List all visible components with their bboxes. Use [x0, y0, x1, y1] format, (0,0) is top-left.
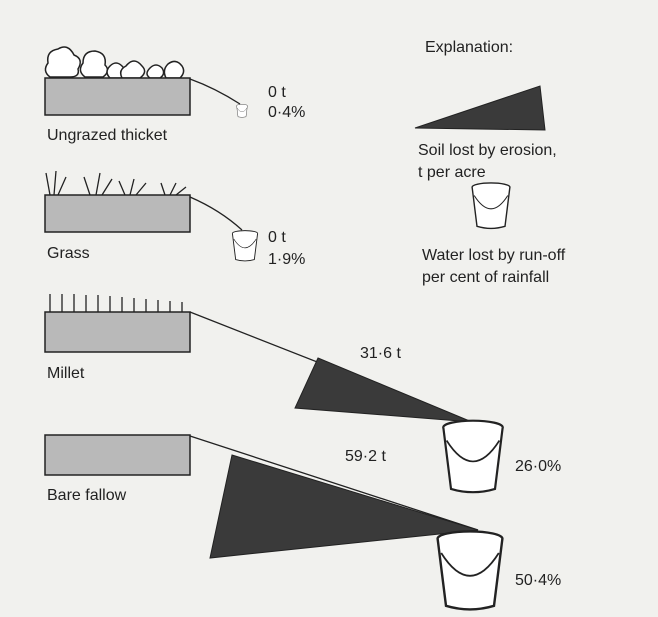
soil-block [44, 77, 191, 116]
soil-block [44, 311, 191, 353]
erosion-triangle [209, 454, 479, 559]
legend-text: Water lost by run-off [422, 247, 566, 264]
row-label: Bare fallow [47, 487, 127, 504]
legend-text: Soil lost by erosion, [418, 142, 557, 159]
legend-triangle [414, 85, 546, 131]
trees [44, 46, 185, 79]
soil-value: 0 t [268, 84, 286, 101]
soil-block [44, 194, 191, 233]
water-value: 1·9% [268, 251, 305, 268]
soil-block [44, 434, 191, 476]
row-label: Millet [47, 365, 85, 382]
water-value: 0·4% [268, 104, 305, 121]
runoff-line [189, 196, 243, 231]
millet [49, 294, 183, 312]
water-value: 26·0% [515, 458, 561, 475]
runoff-line [189, 435, 479, 531]
water-value: 50·4% [515, 572, 561, 589]
legend-text: per cent of rainfall [422, 269, 549, 286]
soil-value: 31·6 t [360, 345, 401, 362]
soil-value: 59·2 t [345, 448, 386, 465]
grass [45, 170, 187, 196]
legend-text: t per acre [418, 164, 486, 181]
bucket [442, 419, 504, 494]
row-label: Ungrazed thicket [47, 127, 168, 144]
explanation-title: Explanation: [425, 39, 513, 56]
legend-bucket [471, 182, 511, 230]
soil-value: 0 t [268, 229, 286, 246]
bucket [231, 230, 259, 262]
bucket [436, 530, 504, 611]
erosion-triangle [294, 357, 473, 423]
row-label: Grass [47, 245, 90, 262]
runoff-line [189, 78, 241, 105]
bucket [236, 104, 248, 118]
